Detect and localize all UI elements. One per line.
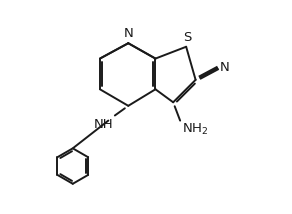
- Text: N: N: [124, 27, 133, 40]
- Text: NH: NH: [94, 118, 114, 131]
- Text: NH$_2$: NH$_2$: [182, 122, 208, 137]
- Text: S: S: [183, 31, 192, 44]
- Text: N: N: [220, 61, 230, 74]
